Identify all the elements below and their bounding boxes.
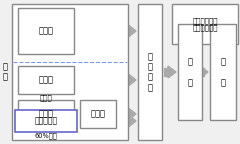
Bar	[80, 100, 116, 128]
Text: プレス: プレス	[90, 109, 106, 119]
Polygon shape	[118, 110, 129, 118]
Bar	[18, 8, 74, 54]
Text: 60%以内: 60%以内	[35, 133, 57, 139]
Text: 溶

解: 溶 解	[187, 57, 192, 87]
Polygon shape	[79, 118, 129, 125]
Polygon shape	[168, 66, 176, 78]
Bar	[12, 4, 128, 140]
Bar	[18, 100, 74, 128]
Polygon shape	[129, 108, 136, 120]
Bar	[18, 66, 74, 94]
Text: スクラップ: スクラップ	[34, 116, 58, 126]
Polygon shape	[129, 74, 136, 86]
Text: 切　粉: 切 粉	[38, 109, 54, 119]
Text: 成分・溶湯清
浄度チェック: 成分・溶湯清 浄度チェック	[192, 17, 218, 31]
Polygon shape	[129, 25, 136, 36]
Polygon shape	[200, 68, 204, 76]
Polygon shape	[73, 109, 78, 119]
Text: 原
料: 原 料	[2, 62, 7, 82]
Text: 返り材: 返り材	[38, 75, 54, 85]
Polygon shape	[200, 66, 208, 78]
Bar	[210, 24, 236, 120]
Polygon shape	[185, 6, 196, 13]
Text: 新　塊: 新 塊	[38, 26, 54, 36]
Text: 鋳

造: 鋳 造	[221, 57, 226, 87]
Bar	[138, 4, 162, 140]
Bar	[178, 24, 202, 120]
Bar	[15, 110, 77, 132]
Text: 工場内: 工場内	[40, 95, 52, 101]
Polygon shape	[76, 28, 129, 35]
Polygon shape	[186, 13, 193, 24]
Polygon shape	[76, 76, 129, 84]
Text: 予
熱
乾
燥: 予 熱 乾 燥	[148, 52, 152, 92]
Bar	[172, 4, 238, 44]
Polygon shape	[73, 111, 76, 117]
Polygon shape	[164, 68, 168, 76]
Polygon shape	[129, 115, 136, 126]
